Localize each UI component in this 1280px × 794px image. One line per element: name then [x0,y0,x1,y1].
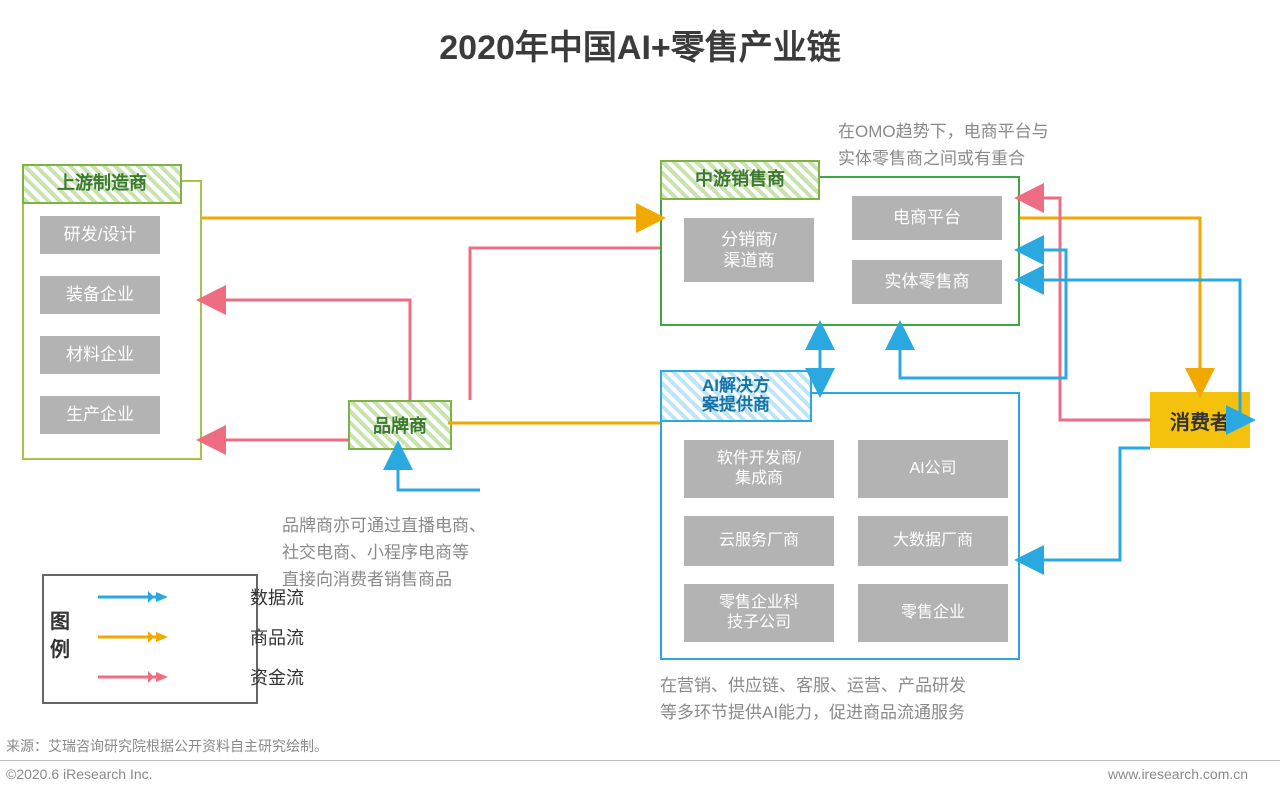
node: 材料企业 [40,336,160,374]
group-upstream: 上游制造商 研发/设计装备企业材料企业生产企业 [22,180,202,460]
source-text: 来源：艾瑞咨询研究院根据公开资料自主研究绘制。 [6,736,328,756]
page-title: 2020年中国AI+零售产业链 [0,20,1280,69]
node: 实体零售商 [852,260,1002,304]
note-ai: 在营销、供应链、客服、运营、产品研发 等多环节提供AI能力，促进商品流通服务 [660,672,966,726]
node: 生产企业 [40,396,160,434]
legend-row: 商品流 [98,624,304,650]
legend-title: 图 例 [50,608,70,664]
legend-row: 资金流 [98,664,304,690]
node: AI公司 [858,440,1008,498]
node: 大数据厂商 [858,516,1008,566]
note-omo: 在OMO趋势下，电商平台与 实体零售商之间或有重合 [838,118,1049,172]
node: 零售企业 [858,584,1008,642]
note-brand: 品牌商亦可通过直播电商、 社交电商、小程序电商等 直接向消费者销售商品 [282,512,486,594]
legend-row: 数据流 [98,584,304,610]
node: 云服务厂商 [684,516,834,566]
node-brand: 品牌商 [348,400,452,450]
group-mid: 中游销售商 分销商/ 渠道商电商平台实体零售商 [660,176,1020,326]
node: 分销商/ 渠道商 [684,218,814,282]
group-upstream-header: 上游制造商 [22,164,182,204]
node: 电商平台 [852,196,1002,240]
node: 软件开发商/ 集成商 [684,440,834,498]
node-consumer: 消费者 [1150,392,1250,448]
node: 零售企业科 技子公司 [684,584,834,642]
footer-left: ©2020.6 iResearch Inc. [6,766,153,782]
footer-rule [0,760,1280,761]
group-mid-header: 中游销售商 [660,160,820,200]
group-ai: AI解决方 案提供商 软件开发商/ 集成商AI公司云服务厂商大数据厂商零售企业科… [660,392,1020,660]
footer-right: www.iresearch.com.cn [1108,766,1248,782]
node: 研发/设计 [40,216,160,254]
node: 装备企业 [40,276,160,314]
group-ai-header: AI解决方 案提供商 [660,370,812,422]
